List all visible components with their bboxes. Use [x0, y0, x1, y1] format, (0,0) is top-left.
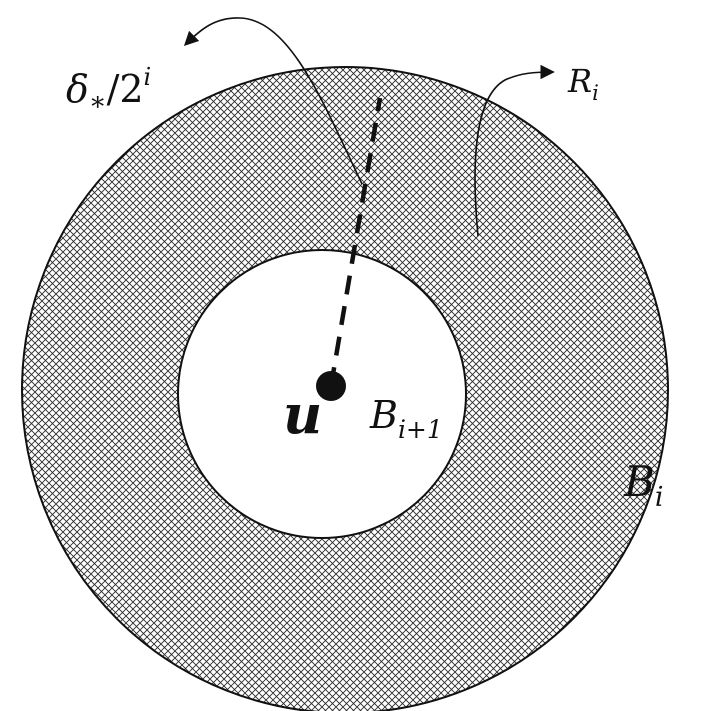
- center-label: u: [283, 382, 322, 446]
- slash-two: /2: [107, 67, 144, 111]
- delta-pointer-arrow: [183, 17, 363, 185]
- exponent-i: i: [144, 63, 152, 91]
- outer-ball-label: Bi: [623, 457, 664, 513]
- outer-ball-boundary: [21, 66, 669, 711]
- annulus-label: Ri: [567, 62, 599, 105]
- inner-ball-label: Bi+1: [369, 393, 443, 444]
- star-subscript: ∗: [89, 87, 107, 117]
- radius-dashed-line: [328, 97, 383, 387]
- delta-symbol: δ: [66, 67, 89, 111]
- radius-diff-label: δ∗/2i: [66, 63, 151, 117]
- annulus-pointer-arrow: [474, 64, 555, 237]
- center-point: [316, 371, 346, 401]
